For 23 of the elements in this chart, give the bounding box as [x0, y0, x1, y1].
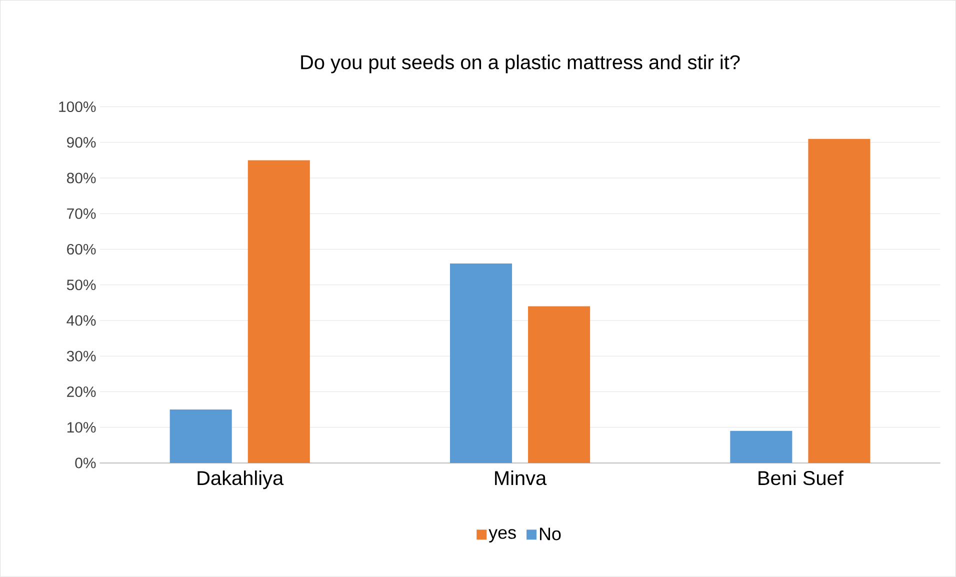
y-tick-label: 60% — [67, 244, 96, 255]
y-tick-label: 10% — [67, 422, 96, 433]
x-tick-label: Minva — [495, 470, 547, 486]
bar — [808, 138, 870, 464]
y-tick-label: 50% — [66, 280, 96, 290]
x-tick-label: Beni Suef — [758, 470, 844, 486]
y-tick-label: 70% — [67, 208, 96, 220]
y-tick-label: 90% — [67, 137, 96, 148]
y-tick-label: 20% — [67, 386, 96, 398]
bar — [170, 410, 232, 464]
y-tick-label: 0% — [75, 458, 96, 468]
legend-label: No — [540, 528, 561, 540]
bar — [248, 160, 310, 464]
y-tick-label: 80% — [66, 172, 96, 184]
chart-title: Do you put seeds on a plastic mattress and stir it? — [301, 54, 740, 74]
bar — [450, 264, 512, 464]
y-tick-label: 40% — [66, 315, 96, 326]
bar — [528, 306, 590, 464]
legend-label: yes — [488, 529, 516, 543]
y-tick-label: 100% — [59, 102, 96, 112]
x-tick-label: Dakahliya — [198, 470, 284, 490]
y-tick-label: 30% — [66, 350, 96, 362]
bar — [730, 431, 792, 464]
